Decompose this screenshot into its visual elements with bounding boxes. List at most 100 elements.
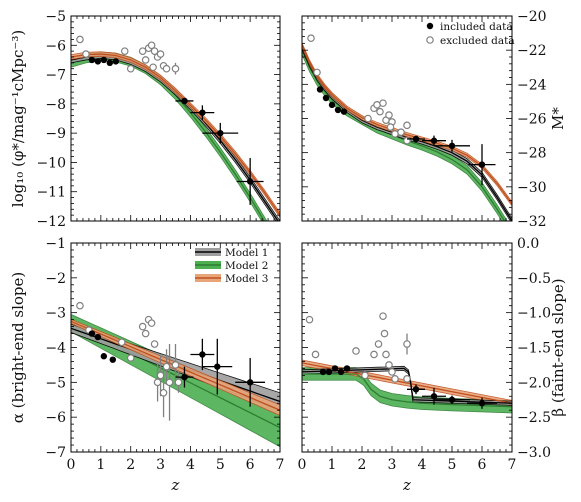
x-tick-label: 6 <box>246 457 255 473</box>
y-tick-label: −10 <box>36 155 66 171</box>
y-tick-label: −1.0 <box>517 306 551 322</box>
excluded-point <box>150 340 159 348</box>
excluded-point <box>380 329 389 338</box>
y-tick-label: −5 <box>45 375 66 391</box>
excluded-point <box>76 301 84 310</box>
y-tick-label: −1.5 <box>517 341 551 357</box>
model-2-line <box>71 55 265 221</box>
model-3-band <box>302 42 512 207</box>
included-point <box>246 379 254 386</box>
included-point <box>112 58 119 65</box>
excluded-point <box>403 340 411 348</box>
excluded-point <box>149 63 157 72</box>
included-point <box>328 101 336 109</box>
excluded-point <box>388 368 396 376</box>
excluded-point <box>147 319 156 327</box>
excluded-point <box>138 47 147 55</box>
model-3-band <box>71 51 280 219</box>
excluded-point <box>150 47 159 55</box>
x-tick-label: 5 <box>448 457 457 473</box>
y-tick-label: −6 <box>45 38 66 54</box>
included-point <box>214 363 221 370</box>
included-point <box>430 393 438 400</box>
legend-included-marker <box>426 22 434 30</box>
x-axis-label: z <box>402 476 411 494</box>
y-tick-label: −2 <box>45 271 66 287</box>
excluded-point <box>120 47 129 55</box>
included-point <box>478 161 486 168</box>
excluded-point <box>403 375 411 383</box>
excluded-point <box>374 340 383 348</box>
excluded-point <box>370 350 378 359</box>
excluded-point <box>138 322 147 331</box>
excluded-point <box>141 56 150 64</box>
included-point <box>246 178 254 185</box>
included-point <box>343 365 351 372</box>
y-tick-label: −7 <box>45 68 66 84</box>
x-tick-label: 7 <box>276 457 285 473</box>
model-2-band <box>71 51 268 221</box>
legend-excluded-label: excluded data <box>440 35 515 47</box>
legend-excluded-marker <box>426 36 434 44</box>
y-tick-label: −4 <box>45 341 66 357</box>
y-tick-label: −3 <box>45 306 66 322</box>
x-tick-label: 1 <box>96 457 105 473</box>
x-tick-label: 5 <box>216 457 225 473</box>
x-tick-label: 0 <box>298 457 307 473</box>
excluded-point <box>397 128 405 136</box>
legend-model-label: Model 3 <box>225 273 268 285</box>
excluded-point <box>117 338 126 347</box>
included-point <box>331 365 339 372</box>
model-1-band <box>71 52 280 221</box>
included-point <box>94 58 102 65</box>
y-tick-label: −0.5 <box>517 271 551 287</box>
legend-model-label: Model 1 <box>225 247 268 259</box>
x-tick-label: 6 <box>478 457 487 473</box>
plot-area <box>71 35 280 221</box>
excluded-point <box>311 350 320 359</box>
excluded-point <box>153 378 162 387</box>
plot-area <box>71 301 280 448</box>
included-point <box>109 356 117 363</box>
x-tick-label: 2 <box>358 457 367 473</box>
excluded-point <box>361 371 369 380</box>
excluded-point <box>385 361 393 369</box>
y-tick-label: −3.0 <box>517 445 551 461</box>
included-point <box>325 368 333 376</box>
excluded-point <box>313 68 321 77</box>
panel-top-left: −12 −11 −10 −9 −8 −7 −6 −5 log₁₀ (φ*/mag⁻¹cMpc⁻³… <box>9 9 281 230</box>
y-axis-label: M* <box>549 107 567 130</box>
excluded-point <box>162 64 171 73</box>
y-axis-label: log₁₀ (φ*/mag⁻¹cMpc⁻³) <box>9 30 27 207</box>
y-tick-label: −6 <box>45 410 66 426</box>
axes-frame <box>70 15 281 222</box>
included-point <box>106 59 114 67</box>
x-tick-label: 3 <box>156 457 165 473</box>
y-axis-label: β (faint-end slope) <box>549 278 567 416</box>
plot-area <box>302 312 512 414</box>
excluded-point <box>159 388 168 397</box>
y-tick-label: −20 <box>517 9 547 25</box>
excluded-point <box>385 111 393 119</box>
included-point <box>340 108 348 115</box>
included-point <box>319 368 327 376</box>
y-tick-label: −11 <box>36 185 66 201</box>
x-tick-label: 4 <box>186 457 195 473</box>
excluded-point <box>162 362 171 371</box>
excluded-point <box>171 361 180 369</box>
excluded-point <box>376 107 384 116</box>
included-point <box>448 142 456 150</box>
included-point <box>412 135 420 143</box>
panel-bottom-right: 0 1 2 3 4 5 6 7−3.0 −2.5 −2.0 −1.5 −1.0 −0.5 0.0 z β (f… <box>298 236 567 494</box>
y-tick-label: −5 <box>45 9 66 25</box>
included-point <box>100 353 108 360</box>
y-tick-label: −8 <box>45 97 66 113</box>
excluded-point <box>147 41 156 50</box>
included-point <box>88 56 96 64</box>
excluded-point <box>403 121 411 130</box>
included-point <box>412 386 420 393</box>
x-tick-label: 7 <box>508 457 517 473</box>
excluded-point <box>126 354 135 362</box>
excluded-point <box>386 123 395 131</box>
